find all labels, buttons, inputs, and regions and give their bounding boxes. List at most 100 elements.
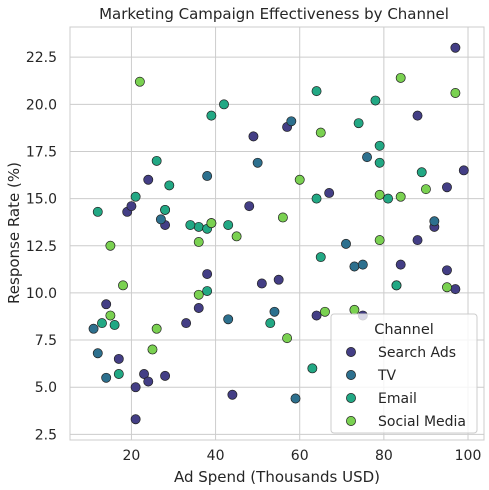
x-tick-label: 60 [291,448,309,464]
x-tick-label: 100 [455,448,482,464]
data-point [139,369,149,379]
data-point [362,152,372,163]
data-point [113,369,124,379]
data-point [391,280,402,291]
data-point [202,269,213,279]
chart-title: Marketing Campaign Effectiveness by Chan… [99,5,449,23]
data-point [248,131,259,142]
y-tick-label: 10.0 [26,286,57,302]
data-point [395,259,406,270]
data-point [151,323,162,334]
data-point [252,157,263,168]
x-axis-label: Ad Spend (Thousands USD) [174,468,380,486]
series-tv [88,116,440,404]
data-point [134,76,145,87]
legend-marker [346,393,356,403]
data-points [88,42,469,425]
data-point [311,310,322,321]
data-point [349,261,360,272]
data-point [193,221,204,232]
x-tick-label: 80 [375,448,393,464]
data-point [202,171,213,181]
data-point [395,72,406,83]
data-point [374,189,385,200]
data-point [273,274,284,285]
data-point [307,363,318,374]
x-tick-label: 20 [123,448,141,464]
data-point [269,306,280,317]
data-point [181,318,192,329]
x-tick-label: 40 [207,448,225,464]
legend: Channel Search Ads TV Email Social Media [330,313,478,434]
data-point [374,140,385,151]
data-point [412,110,423,121]
y-tick-label: 7.5 [35,333,57,349]
data-point [290,393,301,404]
legend-items: Search Ads TV Email Social Media [346,345,466,430]
data-point [126,201,137,212]
data-point [324,188,335,198]
data-point [429,216,440,227]
legend-marker [346,347,356,357]
data-point [357,259,368,270]
y-tick-label: 15.0 [26,192,57,208]
data-point [151,155,162,166]
data-point [244,201,255,212]
data-point [105,310,116,321]
data-point [416,167,427,178]
data-point [202,286,213,296]
data-point [118,280,128,291]
data-point [193,237,204,247]
data-point [206,110,217,121]
data-point [160,370,171,381]
data-point [311,86,322,97]
data-point [130,382,141,393]
data-point [92,348,103,359]
data-point [143,376,154,387]
data-point [282,333,293,344]
legend-marker [346,416,356,426]
data-point [442,282,452,293]
data-point [109,320,120,330]
data-point [383,193,394,204]
data-point [97,318,107,329]
legend-box [330,313,478,434]
data-point [147,344,158,355]
data-point [206,218,217,229]
data-point [458,165,469,176]
x-tick-labels: 20 40 60 80 100 [123,448,482,464]
data-point [88,323,99,334]
data-point [320,306,330,317]
series-email [92,86,427,379]
data-point [130,191,141,202]
data-point [374,235,385,246]
data-point [231,231,242,242]
data-point [92,206,103,217]
series-social-media [105,72,461,355]
data-point [105,240,116,251]
data-point [155,214,166,225]
data-point [420,184,431,195]
data-point [450,42,461,53]
data-point [315,252,326,263]
data-point [341,238,351,249]
legend-label: Search Ads [378,345,456,361]
data-point [193,303,204,313]
data-point [256,278,267,289]
data-point [442,265,452,276]
data-point [412,235,423,246]
data-point [193,289,204,300]
data-point [277,212,288,223]
data-point [353,118,364,129]
y-axis-label: Response Rate (%) [5,162,23,304]
y-tick-label: 2.5 [35,427,57,443]
data-point [315,127,326,138]
legend-title: Channel [374,322,434,338]
data-point [442,182,452,193]
data-point [349,304,360,315]
data-point [286,116,297,127]
data-point [223,220,234,230]
data-point [143,174,154,185]
data-point [101,299,112,310]
data-point [185,220,196,230]
